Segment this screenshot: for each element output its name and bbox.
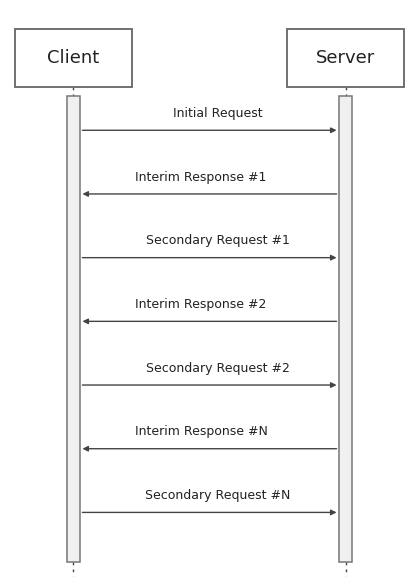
Text: Secondary Request #N: Secondary Request #N bbox=[145, 489, 290, 502]
Text: Client: Client bbox=[47, 49, 99, 67]
Text: Interim Response #1: Interim Response #1 bbox=[135, 171, 267, 184]
FancyBboxPatch shape bbox=[15, 29, 132, 87]
Text: Interim Response #2: Interim Response #2 bbox=[135, 298, 267, 311]
Text: Secondary Request #1: Secondary Request #1 bbox=[146, 234, 290, 247]
Text: Server: Server bbox=[316, 49, 375, 67]
FancyBboxPatch shape bbox=[339, 96, 352, 562]
Text: Interim Response #N: Interim Response #N bbox=[134, 426, 268, 438]
FancyBboxPatch shape bbox=[67, 96, 80, 562]
FancyBboxPatch shape bbox=[287, 29, 404, 87]
Text: Initial Request: Initial Request bbox=[173, 107, 263, 120]
Text: Secondary Request #2: Secondary Request #2 bbox=[146, 362, 290, 375]
